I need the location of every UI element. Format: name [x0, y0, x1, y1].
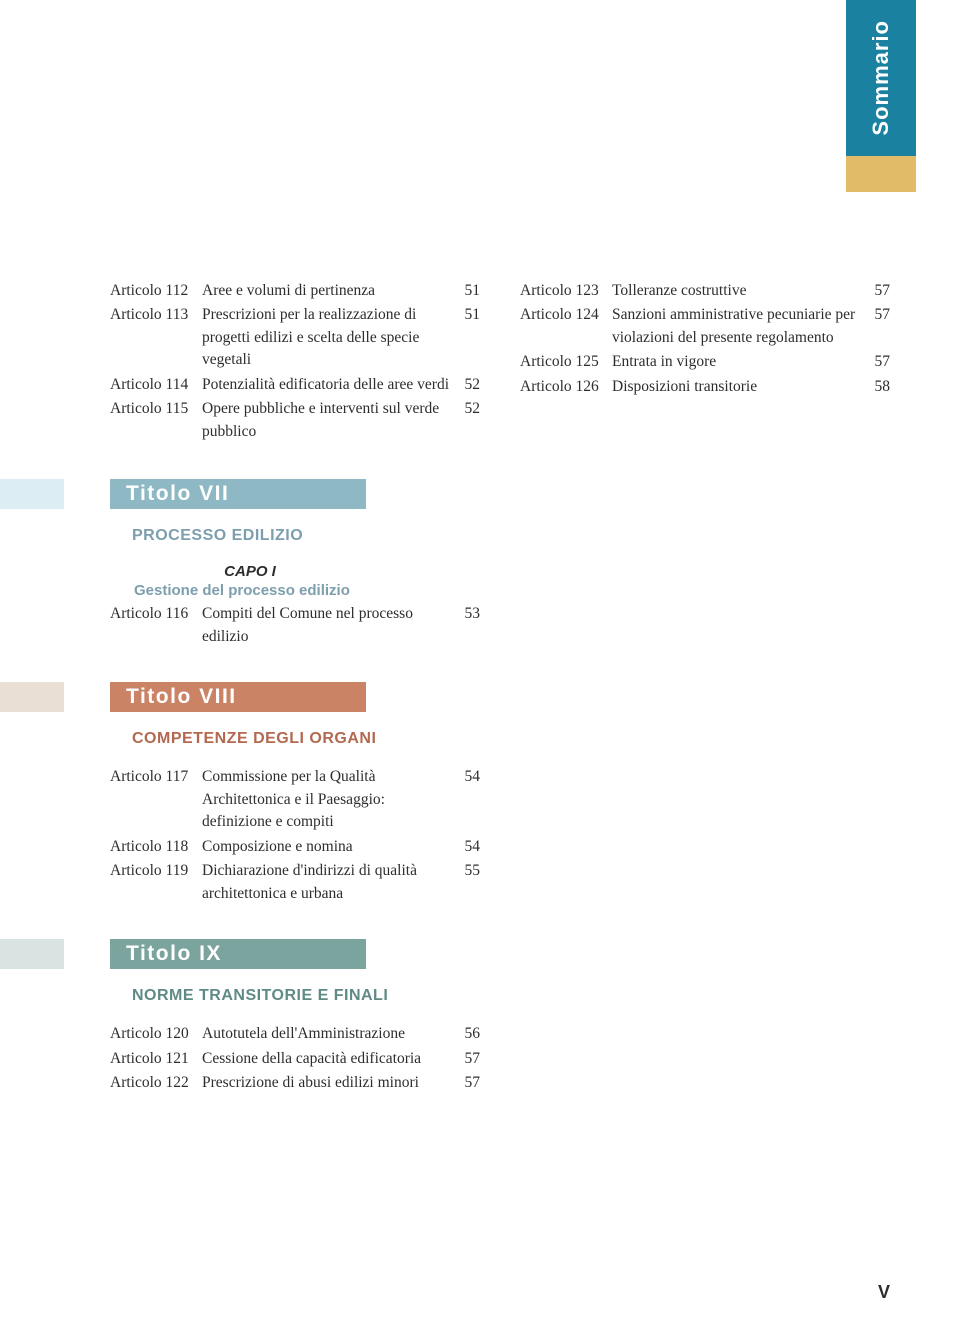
article-head: Articolo 125	[520, 351, 612, 373]
article-page: 57	[860, 304, 890, 326]
article-desc: Disposizioni transitorie	[612, 376, 860, 398]
article-desc: Autotutela dell'Amministrazione	[202, 1023, 450, 1045]
article-head: Articolo 119	[110, 860, 202, 882]
side-tab-label: Sommario	[868, 20, 894, 136]
article-row: Articolo 126Disposizioni transitorie58	[520, 376, 890, 398]
right-col-top: Articolo 123Tolleranze costruttive57Arti…	[520, 280, 890, 445]
title-bar-8: Titolo VIII	[110, 682, 890, 712]
article-head: Articolo 117	[110, 766, 202, 788]
article-row: Articolo 124Sanzioni amministrative pecu…	[520, 304, 890, 349]
title-bar-main: Titolo VII	[110, 479, 366, 509]
article-page: 51	[450, 304, 480, 326]
top-columns: Articolo 112Aree e volumi di pertinenza5…	[110, 280, 890, 445]
article-desc: Tolleranze costruttive	[612, 280, 860, 302]
section-title-8: COMPETENZE DEGLI ORGANI	[132, 730, 890, 748]
article-row: Articolo 120Autotutela dell'Amministrazi…	[110, 1023, 480, 1045]
article-row: Articolo 116Compiti del Comune nel proce…	[110, 603, 480, 648]
articles-8: Articolo 117Commissione per la Qualità A…	[110, 766, 480, 905]
section-title-9: NORME TRANSITORIE E FINALI	[132, 987, 890, 1005]
article-row: Articolo 118Composizione e nomina54	[110, 836, 480, 858]
title-bar-label: Titolo VII	[126, 482, 229, 506]
page: Sommario Articolo 112Aree e volumi di pe…	[0, 0, 960, 1331]
article-row: Articolo 125Entrata in vigore57	[520, 351, 890, 373]
article-row: Articolo 115Opere pubbliche e interventi…	[110, 398, 480, 443]
article-page: 52	[450, 374, 480, 396]
article-desc: Opere pubbliche e interventi sul verde p…	[202, 398, 450, 443]
article-head: Articolo 113	[110, 304, 202, 326]
article-page: 53	[450, 603, 480, 625]
article-head: Articolo 121	[110, 1048, 202, 1070]
title-bar-label: Titolo VIII	[126, 685, 237, 709]
title-bar-label: Titolo IX	[126, 942, 222, 966]
article-page: 57	[450, 1072, 480, 1094]
page-number: V	[878, 1282, 890, 1303]
article-head: Articolo 116	[110, 603, 202, 625]
article-row: Articolo 122Prescrizione di abusi ediliz…	[110, 1072, 480, 1094]
side-tab: Sommario	[846, 0, 916, 156]
article-head: Articolo 118	[110, 836, 202, 858]
article-desc: Sanzioni amministrative pecuniarie per v…	[612, 304, 860, 349]
article-row: Articolo 113Prescrizioni per la realizza…	[110, 304, 480, 371]
title-bar-stub	[0, 682, 64, 712]
article-desc: Aree e volumi di pertinenza	[202, 280, 450, 302]
article-desc: Potenzialità edificatoria delle aree ver…	[202, 374, 450, 396]
article-head: Articolo 123	[520, 280, 612, 302]
section-title-7: PROCESSO EDILIZIO	[132, 527, 890, 545]
article-head: Articolo 126	[520, 376, 612, 398]
article-head: Articolo 122	[110, 1072, 202, 1094]
article-row: Articolo 123Tolleranze costruttive57	[520, 280, 890, 302]
article-page: 51	[450, 280, 480, 302]
title-bar-stub	[0, 479, 64, 509]
title-bar-main: Titolo VIII	[110, 682, 366, 712]
article-desc: Commissione per la Qualità Architettonic…	[202, 766, 450, 833]
article-desc: Compiti del Comune nel processo edilizio	[202, 603, 450, 648]
article-desc: Dichiarazione d'indirizzi di qualità arc…	[202, 860, 450, 905]
article-head: Articolo 115	[110, 398, 202, 420]
article-desc: Entrata in vigore	[612, 351, 860, 373]
article-row: Articolo 121Cessione della capacità edif…	[110, 1048, 480, 1070]
article-desc: Composizione e nomina	[202, 836, 450, 858]
article-page: 56	[450, 1023, 480, 1045]
article-page: 55	[450, 860, 480, 882]
title-bar-main: Titolo IX	[110, 939, 366, 969]
article-head: Articolo 114	[110, 374, 202, 396]
article-page: 58	[860, 376, 890, 398]
side-tab-stub	[846, 156, 916, 192]
article-head: Articolo 120	[110, 1023, 202, 1045]
article-head: Articolo 112	[110, 280, 202, 302]
title-bar-stub	[0, 939, 64, 969]
article-page: 57	[860, 280, 890, 302]
articles-9: Articolo 120Autotutela dell'Amministrazi…	[110, 1023, 480, 1094]
article-desc: Cessione della capacità edificatoria	[202, 1048, 450, 1070]
article-row: Articolo 117Commissione per la Qualità A…	[110, 766, 480, 833]
article-desc: Prescrizione di abusi edilizi minori	[202, 1072, 450, 1094]
article-row: Articolo 119Dichiarazione d'indirizzi di…	[110, 860, 480, 905]
article-page: 57	[860, 351, 890, 373]
article-head: Articolo 124	[520, 304, 612, 326]
article-page: 54	[450, 836, 480, 858]
capo-sub: Gestione del processo edilizio	[134, 582, 890, 599]
title-bar-7: Titolo VII	[110, 479, 890, 509]
left-col-top: Articolo 112Aree e volumi di pertinenza5…	[110, 280, 480, 445]
article-row: Articolo 112Aree e volumi di pertinenza5…	[110, 280, 480, 302]
article-page: 57	[450, 1048, 480, 1070]
article-row: Articolo 114Potenzialità edificatoria de…	[110, 374, 480, 396]
capo-label: CAPO I	[110, 563, 390, 580]
article-page: 54	[450, 766, 480, 788]
title-bar-9: Titolo IX	[110, 939, 890, 969]
articles-7: Articolo 116Compiti del Comune nel proce…	[110, 603, 480, 648]
article-desc: Prescrizioni per la realizzazione di pro…	[202, 304, 450, 371]
article-page: 52	[450, 398, 480, 420]
